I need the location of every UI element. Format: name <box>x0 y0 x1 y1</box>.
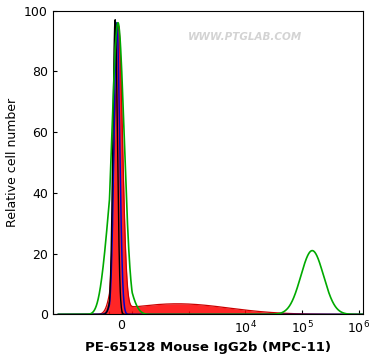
X-axis label: PE-65128 Mouse IgG2b (MPC-11): PE-65128 Mouse IgG2b (MPC-11) <box>85 341 331 355</box>
Text: WWW.PTGLAB.COM: WWW.PTGLAB.COM <box>188 32 302 42</box>
Y-axis label: Relative cell number: Relative cell number <box>6 98 18 227</box>
